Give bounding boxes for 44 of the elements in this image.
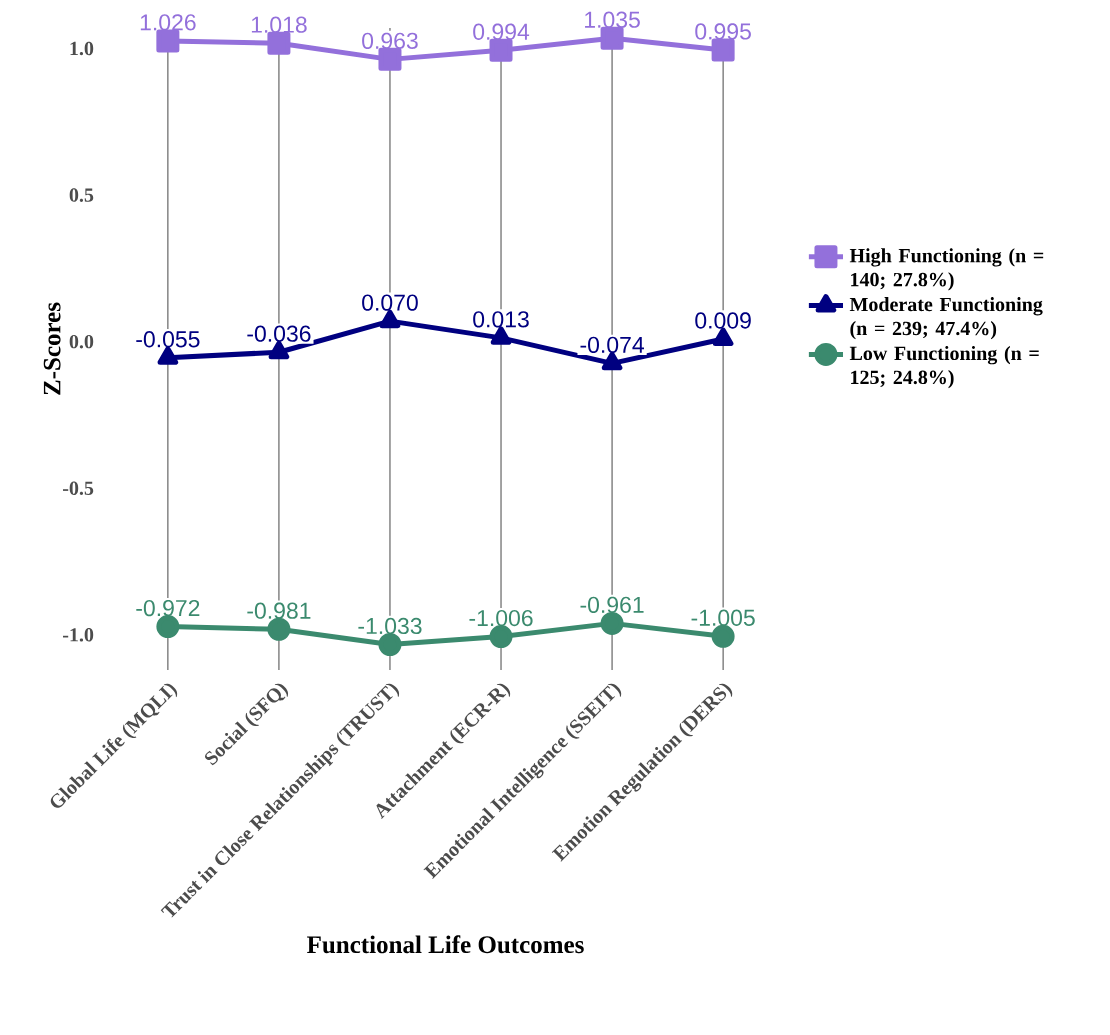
point <box>600 611 624 635</box>
data-label: -0.055 <box>136 331 200 348</box>
data-label: 0.009 <box>695 312 751 329</box>
data-label: 0.995 <box>695 23 751 40</box>
data-label: -0.981 <box>247 602 311 619</box>
point <box>156 615 180 639</box>
data-label: -0.074 <box>580 336 644 353</box>
data-label: -1.033 <box>358 617 422 635</box>
point <box>489 625 513 649</box>
point <box>267 31 291 55</box>
legend-label: High Functioning (n = 140; 27.8%) <box>849 248 1044 291</box>
point <box>489 38 513 62</box>
legend-label: Low Functioning (n = 125; 24.8%) <box>849 346 1039 389</box>
data-label: 0.963 <box>362 32 418 49</box>
data-label: -0.036 <box>247 325 311 342</box>
point <box>712 327 734 347</box>
data-label: 1.035 <box>585 11 640 28</box>
y-tick-label: -1.0 <box>63 628 94 642</box>
y-tick-label: -0.5 <box>63 481 94 496</box>
x-axis-title: Functional Life Outcomes <box>307 935 584 954</box>
y-tick-label: 1.0 <box>70 41 94 56</box>
point <box>378 633 402 656</box>
y-axis-title: Z-Scores <box>43 302 61 395</box>
point <box>268 340 290 360</box>
data-label: 1.026 <box>140 14 196 31</box>
data-label: 0.013 <box>473 311 529 328</box>
data-label: -0.972 <box>136 599 200 617</box>
data-label: 0.994 <box>473 23 530 40</box>
point <box>711 624 735 648</box>
data-label: 0.070 <box>362 294 418 311</box>
data-label: -1.005 <box>691 609 755 626</box>
point <box>267 617 291 641</box>
point <box>600 26 624 50</box>
y-tick-label: 0.5 <box>69 188 94 202</box>
point <box>601 351 623 371</box>
legend-label: Moderate Functioning (n = 239; 47.4%) <box>849 297 1043 340</box>
y-tick-label: 0.0 <box>69 334 94 349</box>
data-label: 1.018 <box>251 16 307 33</box>
point <box>156 29 180 53</box>
point <box>711 38 735 62</box>
data-label: -1.006 <box>469 609 533 627</box>
data-label: -0.961 <box>580 596 644 613</box>
point <box>378 47 402 71</box>
point <box>379 309 401 329</box>
